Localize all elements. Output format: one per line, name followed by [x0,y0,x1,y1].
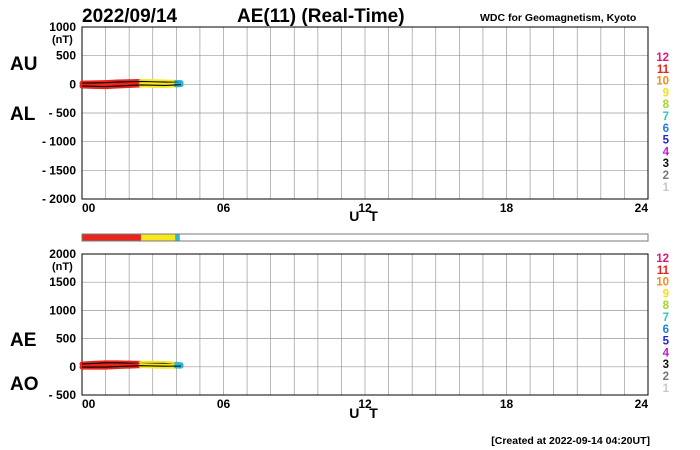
ae-ao-series [79,360,184,370]
au-al-unit-label: (nT) [52,34,73,46]
al-series-line [81,84,182,88]
ae-ao-x-tick-label: 00 [82,397,96,411]
station-legend-9: 9 [663,288,669,300]
station-legend-12: 12 [656,253,669,265]
station-legend-1: 1 [663,182,670,194]
station-legend-7: 7 [663,312,669,324]
au-al-y-tick-label: 1000 [49,20,76,34]
au-al-y-tick-label: - 500 [49,106,77,120]
ae-ao-x-tick-label: 12 [358,397,372,411]
ao-series-line [82,365,182,368]
ae-ao-y-tick-labels: 2000 1500 1000 500 0 - 500 [49,247,77,402]
station-legend-5: 5 [663,336,670,348]
station-legend-7: 7 [663,111,669,123]
au-label: AU [10,54,37,75]
ae-ao-y-tick-label: 500 [56,332,76,346]
station-legend-2: 2 [663,371,669,383]
au-al-y-tick-label: - 1000 [42,135,76,149]
au-al-x-tick-label: 12 [358,201,372,215]
ae-ao-y-tick-label: - 500 [49,388,77,402]
ao-label: AO [10,374,39,395]
au-al-grid [82,27,648,199]
station-legend-3: 3 [663,359,669,371]
station-legend-2: 2 [663,170,669,182]
plot-date: 2022/09/14 [82,6,178,27]
station-legend-11: 11 [657,64,670,76]
ae-ao-y-tick-label: 0 [69,360,76,374]
station-legend-10: 10 [656,76,669,88]
station-legend-12: 12 [656,52,669,64]
au-al-y-tick-label: 500 [56,49,76,63]
station-legend-6: 6 [663,324,669,336]
station-bar-segment [179,234,648,241]
station-legend-4: 4 [663,146,670,158]
ae-label: AE [10,330,36,351]
au-al-frame [81,26,649,200]
au-al-y-tick-label: 0 [69,77,76,91]
station-bar-segment [175,234,180,241]
station-legend-11: 11 [657,265,670,277]
ae-ao-x-tick-label: 24 [635,397,649,411]
station-legend-5: 5 [663,135,670,147]
created-timestamp: [Created at 2022-09-14 04:20UT] [491,435,650,447]
station-legend-3: 3 [663,158,669,170]
ae-ao-x-tick-labels: 00 06 12 18 24 [82,397,648,411]
au-al-series [79,78,184,90]
au-al-x-tick-label: 24 [635,201,649,215]
ae-ao-y-tick-label: 1500 [49,275,76,289]
station-legend-4: 4 [663,347,670,359]
au-al-x-tick-labels: 00 06 12 18 24 [82,201,648,215]
au-al-x-tick-label: 06 [217,201,231,215]
au-al-y-tick-label: - 1500 [42,163,76,177]
station-legend-1: 1 [663,383,670,395]
station-legend-6: 6 [663,123,669,135]
station-count-bar-frame [81,233,649,242]
ae-ao-unit-label: (nT) [52,261,73,273]
ae-ao-x-axis-label: U T [349,405,381,421]
ae-ao-y-tick-label: 1000 [49,303,76,317]
station-bar-segment [140,234,176,241]
station-legend-8: 8 [663,99,670,111]
plot-title: AE(11) (Real-Time) [237,6,405,27]
ae-ao-x-tick-label: 06 [217,397,231,411]
station-count-bar [82,234,648,241]
ae-ao-grid [82,254,648,395]
station-legend-8: 8 [663,300,670,312]
au-series-line [81,80,182,84]
station-legend-9: 9 [663,87,669,99]
station-bar-segment [82,234,141,241]
ae-ao-y-tick-label: 2000 [49,247,76,261]
au-al-y-tick-labels: 1000 500 0 - 500 - 1000 - 1500 - 2000 [42,20,76,206]
au-al-x-tick-label: 18 [500,201,514,215]
au-al-x-tick-label: 00 [82,201,96,215]
ae-ao-frame [81,253,649,396]
al-label: AL [10,104,36,125]
ae-ao-x-tick-label: 18 [500,397,514,411]
data-source-label: WDC for Geomagnetism, Kyoto [480,12,636,24]
au-al-x-axis-label: U T [349,208,381,224]
au-al-y-tick-label: - 2000 [42,192,76,206]
station-legend-10: 10 [656,277,669,289]
